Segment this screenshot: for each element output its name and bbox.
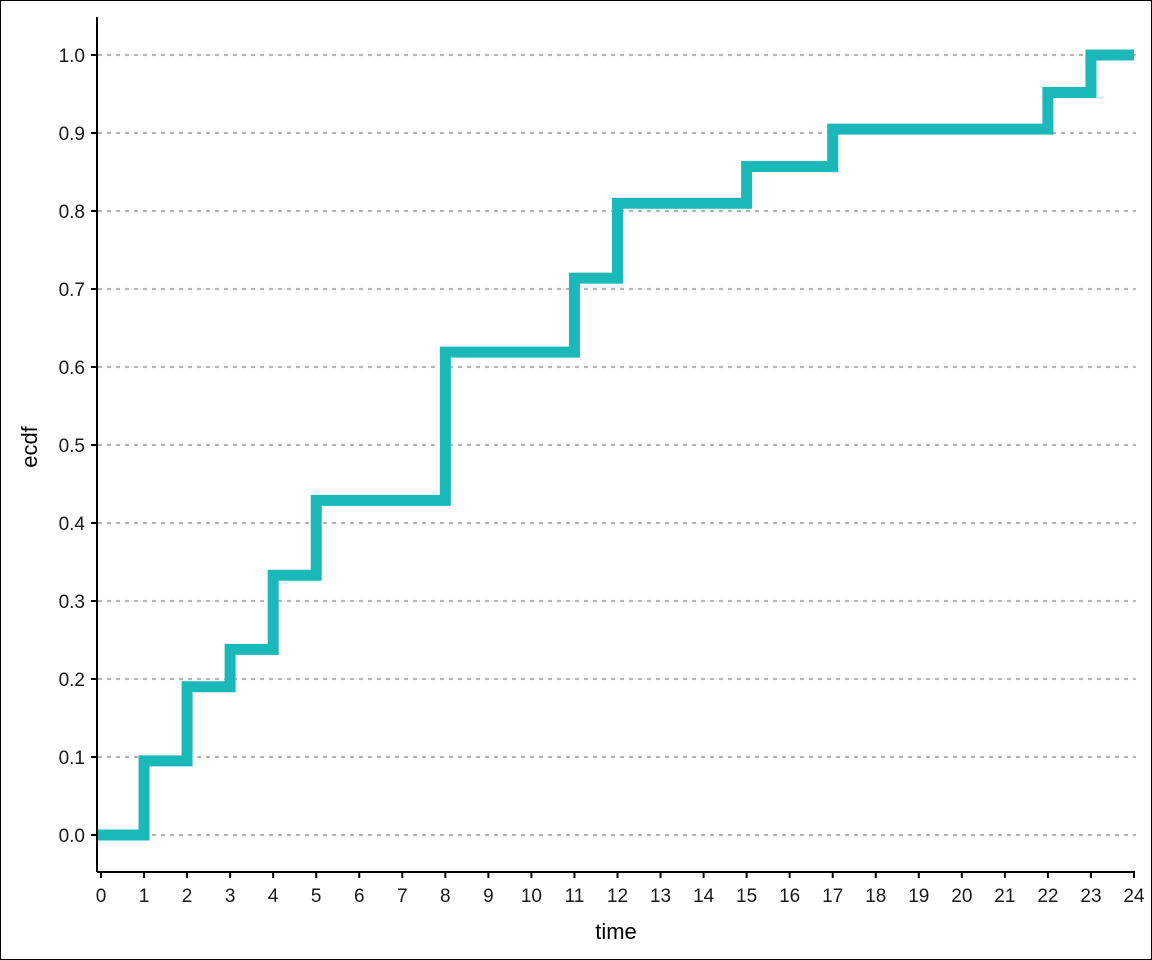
x-tick-label: 12 xyxy=(607,886,628,907)
x-tick-label: 5 xyxy=(311,886,322,907)
y-tick-label: 0.6 xyxy=(59,358,85,379)
x-tick-label: 6 xyxy=(354,886,365,907)
y-tick-label: 1.0 xyxy=(59,46,85,67)
y-tick-label: 0.1 xyxy=(59,748,85,769)
x-tick-label: 3 xyxy=(225,886,236,907)
x-tick-label: 10 xyxy=(521,886,542,907)
x-tick-label: 22 xyxy=(1037,886,1058,907)
series-layer xyxy=(97,49,1135,841)
ecdf-step-line xyxy=(97,49,1134,841)
x-tick-label: 20 xyxy=(951,886,972,907)
x-tick-label: 19 xyxy=(908,886,929,907)
x-tick-label: 7 xyxy=(397,886,408,907)
x-tick-label: 15 xyxy=(736,886,757,907)
y-tick-label: 0.0 xyxy=(59,826,85,847)
x-tick-label: 1 xyxy=(139,886,150,907)
y-axis-title: ecdf xyxy=(17,425,42,467)
x-tick-label: 18 xyxy=(865,886,886,907)
x-tick-label: 13 xyxy=(650,886,671,907)
y-tick-label: 0.4 xyxy=(59,514,86,535)
x-tick-label: 23 xyxy=(1080,886,1101,907)
x-tick-label: 0 xyxy=(96,886,107,907)
x-tick-label: 8 xyxy=(440,886,451,907)
x-tick-label: 16 xyxy=(779,886,800,907)
x-tick-label: 21 xyxy=(994,886,1015,907)
y-tick-label: 0.5 xyxy=(59,436,85,457)
x-tick-label: 11 xyxy=(565,886,585,907)
y-ticks: 0.0 0.1 0.2 0.3 0.4 0.5 0.6 0.7 0.8 0.9 1.0 xyxy=(59,46,97,847)
x-ticks: 0 1 2 3 4 5 6 7 8 9 10 11 12 13 14 15 16 17 18 19 20 21 22 23 24 xyxy=(96,872,1145,907)
y-tick-label: 0.8 xyxy=(59,202,85,223)
x-tick-label: 24 xyxy=(1123,886,1145,907)
x-axis-title: time xyxy=(595,919,637,944)
y-tick-label: 0.9 xyxy=(59,124,85,145)
x-tick-label: 4 xyxy=(268,886,279,907)
gridlines xyxy=(97,53,1137,837)
x-tick-label: 2 xyxy=(182,886,193,907)
x-tick-label: 14 xyxy=(693,886,715,907)
y-tick-label: 0.3 xyxy=(59,592,85,613)
x-tick-label: 9 xyxy=(483,886,494,907)
x-tick-label: 17 xyxy=(822,886,843,907)
y-tick-label: 0.7 xyxy=(59,280,85,301)
y-tick-label: 0.2 xyxy=(59,670,85,691)
